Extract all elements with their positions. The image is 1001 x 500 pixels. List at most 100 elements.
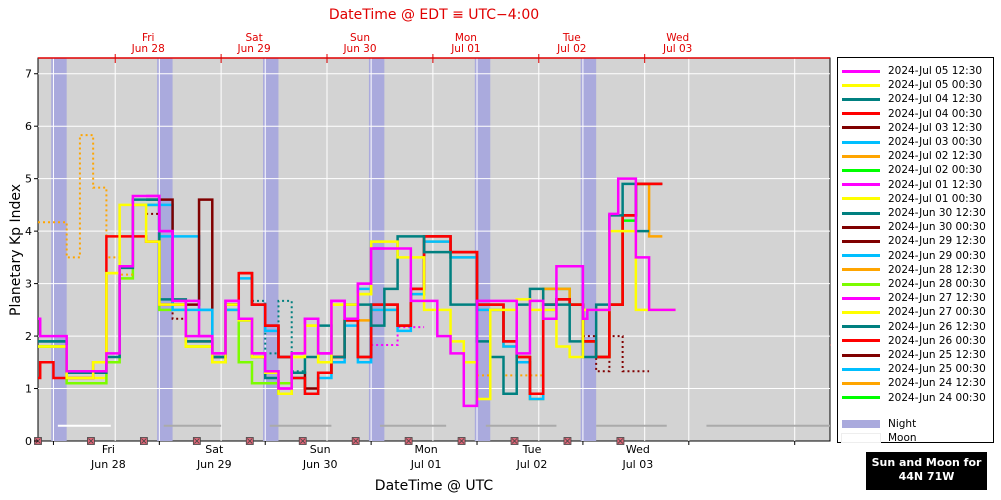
top-tick-date-2: Jun 30	[342, 43, 376, 55]
legend-extra-swatch-0	[842, 419, 880, 428]
top-tick-date-5: Jul 03	[662, 43, 692, 55]
legend-entry-21: 2024-Jun 25 00:30	[842, 362, 986, 376]
bottom-date-0: Jun 28	[90, 458, 126, 471]
top-tick-day-0: Fri	[142, 32, 155, 44]
sun-marker-cross-b-4	[247, 438, 253, 444]
legend-label-0: 2024-Jul 05 12:30	[888, 65, 983, 77]
bottom-day-1: Sat	[205, 443, 224, 456]
legend-swatch-19	[842, 339, 880, 343]
legend-swatch-5	[842, 140, 880, 144]
legend-label-2: 2024-Jul 04 12:30	[888, 93, 983, 106]
legend: 2024-Jul 05 12:30 2024-Jul 05 00:30 2024-J…	[837, 57, 994, 444]
plot-background	[37, 57, 831, 442]
legend-swatch-3	[842, 112, 880, 116]
ytick-label-7: 7	[25, 68, 32, 81]
bottom-date-1: Jun 29	[196, 458, 232, 471]
sun-marker-cross-b-11	[617, 438, 624, 444]
sun-moon-location-box: Sun and Moon for 44N 71W	[866, 452, 987, 490]
legend-swatch-15	[842, 282, 880, 286]
legend-label-20: 2024-Jun 25 12:30	[888, 349, 986, 361]
legend-extra-0: Night	[842, 417, 916, 431]
bottom-date-3: Jul 01	[410, 458, 442, 471]
legend-label-22: 2024-Jun 24 12:30	[888, 377, 986, 390]
legend-label-11: 2024-Jun 30 00:30	[888, 221, 986, 234]
night-band-5	[580, 58, 597, 441]
legend-label-8: 2024-Jul 01 12:30	[888, 178, 983, 191]
legend-label-3: 2024-Jul 04 00:30	[888, 107, 983, 120]
legend-swatch-9	[842, 197, 880, 201]
legend-entry-18: 2024-Jun 26 12:30	[842, 320, 986, 334]
legend-entry-0: 2024-Jul 05 12:30	[842, 64, 982, 78]
ytick-label-1: 1	[25, 383, 32, 396]
legend-label-19: 2024-Jun 26 00:30	[888, 334, 986, 347]
legend-swatch-22	[842, 381, 880, 385]
ytick-label-3: 3	[25, 278, 32, 291]
sun-markers	[34, 437, 625, 445]
series-line-22	[38, 203, 676, 401]
legend-entry-15: 2024-Jun 28 00:30	[842, 277, 986, 291]
legend-entry-7: 2024-Jul 02 00:30	[842, 163, 982, 177]
sun-marker-cross-b-10	[564, 438, 571, 444]
legend-label-23: 2024-Jun 24 00:30	[888, 391, 986, 404]
legend-entry-13: 2024-Jun 29 00:30	[842, 249, 986, 263]
legend-label-15: 2024-Jun 28 00:30	[888, 278, 986, 290]
ytick-label-0: 0	[25, 435, 32, 448]
legend-entry-20: 2024-Jun 25 12:30	[842, 348, 986, 362]
legend-label-7: 2024-Jul 02 00:30	[888, 164, 983, 177]
legend-swatch-7	[842, 168, 880, 172]
legend-swatch-18	[842, 325, 880, 329]
sun-marker-cross-b-8	[458, 438, 465, 444]
legend-entry-8: 2024-Jul 01 12:30	[842, 178, 982, 192]
ytick-label-5: 5	[25, 173, 32, 186]
sun-marker-cross-b-6	[352, 438, 359, 444]
chart-title: DateTime @ EDT ≡ UTC−4:00	[329, 7, 539, 23]
legend-entry-12: 2024-Jun 29 12:30	[842, 234, 986, 248]
legend-swatch-23	[842, 396, 880, 400]
legend-label-1: 2024-Jul 05 00:30	[888, 79, 983, 92]
top-tick-date-4: Jul 02	[556, 43, 586, 55]
legend-extra-label-1: Moon	[888, 432, 917, 444]
legend-entry-22: 2024-Jun 24 12:30	[842, 376, 986, 390]
legend-swatch-4	[842, 126, 880, 130]
kp-series	[38, 134, 676, 408]
sun-moon-title: Sun and Moon for	[871, 456, 982, 469]
legend-label-12: 2024-Jun 29 12:30	[888, 235, 986, 248]
legend-swatch-6	[842, 154, 880, 158]
legend-extra-label-0: Night	[888, 417, 917, 430]
legend-swatch-10	[842, 211, 880, 215]
legend-entry-9: 2024-Jul 01 00:30	[842, 192, 982, 206]
legend-swatch-12	[842, 239, 880, 243]
top-tick-day-5: Wed	[666, 32, 689, 44]
night-band-4	[474, 58, 491, 441]
night-band-2	[263, 58, 279, 441]
legend-swatch-11	[842, 225, 880, 229]
sun-marker-cross-b-1	[88, 438, 94, 444]
top-tick-date-3: Jul 01	[450, 43, 480, 55]
series-line-7	[371, 326, 425, 346]
sun-moon-location: 44N 71W	[898, 470, 955, 483]
legend-label-13: 2024-Jun 29 00:30	[888, 249, 986, 262]
legend-swatch-13	[842, 254, 880, 258]
legend-label-14: 2024-Jun 28 12:30	[888, 263, 986, 276]
legend-label-16: 2024-Jun 27 12:30	[888, 292, 986, 305]
legend-swatch-0	[842, 69, 880, 73]
top-tick-day-4: Tue	[562, 32, 581, 44]
bottom-day-5: Wed	[626, 443, 650, 456]
legend-entry-16: 2024-Jun 27 12:30	[842, 291, 986, 305]
y-axis-label: Planetary Kp Index	[8, 184, 24, 316]
legend-entry-5: 2024-Jul 03 00:30	[842, 135, 982, 149]
legend-entry-11: 2024-Jun 30 00:30	[842, 220, 986, 234]
x-axis-label: DateTime @ UTC	[375, 478, 494, 494]
legend-swatch-8	[842, 183, 880, 187]
legend-entry-19: 2024-Jun 26 00:30	[842, 334, 986, 348]
legend-label-21: 2024-Jun 25 00:30	[888, 363, 986, 376]
legend-label-4: 2024-Jul 03 12:30	[888, 121, 983, 134]
legend-label-17: 2024-Jun 27 00:30	[888, 306, 986, 319]
sun-marker-cross-b-5	[299, 438, 306, 444]
ytick-label-6: 6	[25, 120, 32, 133]
legend-entry-6: 2024-Jul 02 12:30	[842, 149, 982, 163]
legend-label-10: 2024-Jun 30 12:30	[888, 207, 986, 219]
top-tick-day-3: Mon	[455, 32, 477, 44]
